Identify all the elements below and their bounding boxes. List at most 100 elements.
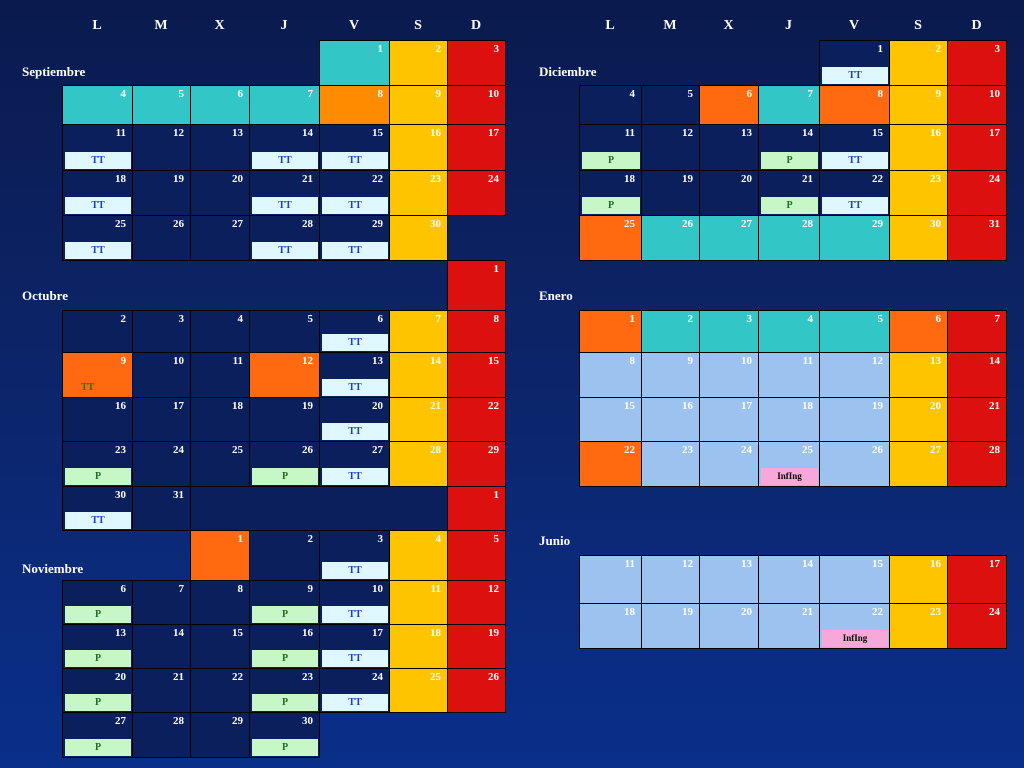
day-cell[interactable]: 30 TT	[62, 486, 133, 531]
day-cell[interactable]: 14 TT	[249, 124, 320, 171]
day-cell[interactable]: 19	[641, 170, 700, 216]
day-cell[interactable]: 16	[641, 397, 700, 442]
day-cell[interactable]: 1	[319, 40, 390, 86]
day-cell[interactable]: 6	[190, 85, 250, 125]
day-cell[interactable]: 5	[819, 310, 890, 353]
day-cell[interactable]: 18	[190, 397, 250, 442]
day-cell[interactable]: 8	[579, 352, 642, 398]
day-cell[interactable]: 1	[447, 486, 506, 531]
day-cell[interactable]: 27	[889, 441, 948, 487]
day-cell[interactable]: 26	[819, 441, 890, 487]
day-cell[interactable]: 13	[190, 124, 250, 171]
day-cell[interactable]: 29 TT	[319, 215, 390, 261]
day-cell[interactable]: 28	[389, 441, 448, 487]
day-cell[interactable]: 8	[447, 310, 506, 353]
day-cell[interactable]: 23 P	[62, 441, 133, 487]
day-cell[interactable]: 15 TT	[319, 124, 390, 171]
day-cell[interactable]: 15	[819, 555, 890, 604]
day-cell[interactable]: 21 P	[758, 170, 820, 216]
day-cell[interactable]: 31	[947, 215, 1007, 261]
day-cell[interactable]: 4	[190, 310, 250, 353]
day-cell[interactable]: 21	[389, 397, 448, 442]
day-cell[interactable]: 7	[758, 85, 820, 125]
day-cell[interactable]: 1	[579, 310, 642, 353]
day-cell[interactable]: 2	[889, 40, 948, 86]
day-cell[interactable]: 18	[579, 603, 642, 649]
day-cell[interactable]: 25 InfIng	[758, 441, 820, 487]
day-cell[interactable]: 2	[62, 310, 133, 353]
day-cell[interactable]: 8	[190, 580, 250, 625]
day-cell[interactable]: 26	[641, 215, 700, 261]
day-cell[interactable]: 24 TT	[319, 668, 390, 713]
day-cell[interactable]: 3	[699, 310, 759, 353]
day-cell[interactable]: 1	[190, 530, 250, 581]
day-cell[interactable]: 23	[889, 603, 948, 649]
day-cell[interactable]: 9	[389, 85, 448, 125]
day-cell[interactable]: 19	[132, 170, 191, 216]
day-cell[interactable]: 5	[641, 85, 700, 125]
day-cell[interactable]: 4	[579, 85, 642, 125]
day-cell[interactable]	[190, 486, 448, 531]
day-cell[interactable]: 8	[319, 85, 390, 125]
day-cell[interactable]: 28	[947, 441, 1007, 487]
day-cell[interactable]: 10	[447, 85, 506, 125]
day-cell[interactable]: 1 TT	[819, 40, 890, 86]
day-cell[interactable]: 26	[132, 215, 191, 261]
day-cell[interactable]: 29	[447, 441, 506, 487]
day-cell[interactable]: 16	[389, 124, 448, 171]
day-cell[interactable]: 7	[389, 310, 448, 353]
day-cell[interactable]: 24	[132, 441, 191, 487]
day-cell[interactable]: 25	[579, 215, 642, 261]
day-cell[interactable]: 27 P	[62, 712, 133, 758]
day-cell[interactable]: 17 TT	[319, 624, 390, 669]
day-cell[interactable]: 13 TT	[319, 352, 390, 398]
day-cell[interactable]: 5	[447, 530, 506, 581]
day-cell[interactable]: 26 P	[249, 441, 320, 487]
day-cell[interactable]: 17	[947, 124, 1007, 171]
day-cell[interactable]: 15 TT	[819, 124, 890, 171]
day-cell[interactable]: 16	[889, 124, 948, 171]
day-cell[interactable]: 2	[389, 40, 448, 86]
day-cell[interactable]: 14 P	[758, 124, 820, 171]
day-cell[interactable]: 21	[132, 668, 191, 713]
day-cell[interactable]: 12	[819, 352, 890, 398]
day-cell[interactable]: 14	[947, 352, 1007, 398]
day-cell[interactable]: 20	[889, 397, 948, 442]
day-cell[interactable]: 14	[389, 352, 448, 398]
day-cell[interactable]: 30	[389, 215, 448, 261]
day-cell[interactable]: 7	[132, 580, 191, 625]
day-cell[interactable]: 22	[447, 397, 506, 442]
day-cell[interactable]: 18	[389, 624, 448, 669]
day-cell[interactable]: 26	[447, 668, 506, 713]
day-cell[interactable]: 31	[132, 486, 191, 531]
day-cell[interactable]: 7	[947, 310, 1007, 353]
day-cell[interactable]: 25	[389, 668, 448, 713]
day-cell[interactable]: 13	[699, 555, 759, 604]
day-cell[interactable]: 29	[819, 215, 890, 261]
day-cell[interactable]: 21	[758, 603, 820, 649]
day-cell[interactable]: 7	[249, 85, 320, 125]
day-cell[interactable]: 6	[699, 85, 759, 125]
day-cell[interactable]: 20	[190, 170, 250, 216]
day-cell[interactable]: 18 TT	[62, 170, 133, 216]
day-cell[interactable]: 10 TT	[319, 580, 390, 625]
day-cell[interactable]: 29	[190, 712, 250, 758]
day-cell[interactable]: 20	[699, 603, 759, 649]
day-cell[interactable]: 21	[947, 397, 1007, 442]
day-cell[interactable]: 5	[132, 85, 191, 125]
day-cell[interactable]: 12	[249, 352, 320, 398]
day-cell[interactable]: 2	[249, 530, 320, 581]
day-cell[interactable]: 11	[579, 555, 642, 604]
day-cell[interactable]: 22 TT	[319, 170, 390, 216]
day-cell[interactable]: 30 P	[249, 712, 320, 758]
day-cell[interactable]: 12	[641, 124, 700, 171]
day-cell[interactable]: 13	[699, 124, 759, 171]
day-cell[interactable]: 4	[389, 530, 448, 581]
day-cell[interactable]: 25	[190, 441, 250, 487]
day-cell[interactable]: 22 InfIng	[819, 603, 890, 649]
day-cell[interactable]: 22 TT	[819, 170, 890, 216]
day-cell[interactable]: 12	[447, 580, 506, 625]
day-cell[interactable]: 15	[190, 624, 250, 669]
day-cell[interactable]: 20 P	[62, 668, 133, 713]
